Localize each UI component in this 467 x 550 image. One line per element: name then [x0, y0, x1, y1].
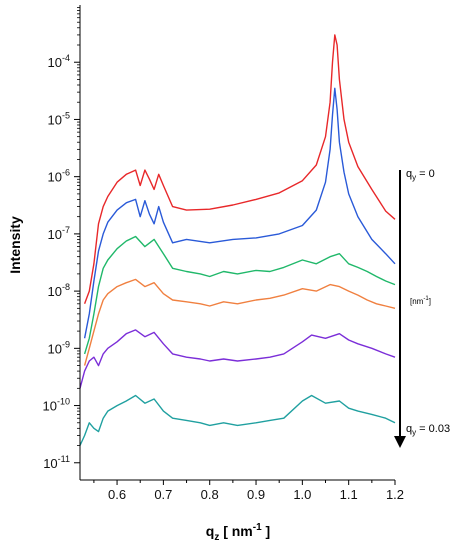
x-tick-label: 1.2: [386, 487, 404, 502]
series-line-1: [83, 34, 396, 305]
x-ticks: 0.6 0.7 0.8 0.9 1.0 1.1 1.2: [93, 480, 404, 502]
y-tick-label: 10-5: [48, 110, 70, 127]
annotation-qy-top: qy = 0: [406, 168, 435, 182]
annotation-qy-bottom: qy = 0.03: [406, 423, 450, 437]
qy-arrow-head: [394, 436, 406, 448]
x-tick-label: 0.7: [154, 487, 172, 502]
series-line-6: [79, 394, 396, 446]
y-tick-label: 10-9: [48, 339, 70, 356]
y-axis-title: Intensity: [7, 216, 23, 274]
x-axis-title: qz [ nm-1 ]: [206, 522, 270, 543]
series-line-2: [83, 87, 396, 339]
x-tick-label: 1.1: [340, 487, 358, 502]
series-line-4: [83, 278, 396, 366]
y-ticks: 10-11 10-10 10-9 10-8 10-7 10-6 10-5 10-4: [43, 7, 80, 471]
x-tick-label: 1.0: [293, 487, 311, 502]
y-tick-label: 10-11: [43, 454, 70, 471]
y-tick-label: 10-4: [48, 53, 70, 70]
series-layer: [79, 34, 396, 446]
y-tick-label: 10-8: [48, 282, 70, 299]
x-tick-label: 0.8: [201, 487, 219, 502]
x-tick-label: 0.9: [247, 487, 265, 502]
y-tick-label: 10-7: [48, 225, 70, 242]
y-tick-label: 10-6: [48, 168, 70, 185]
series-line-5: [79, 329, 396, 389]
annotation-unit: [nm-1]: [410, 296, 431, 306]
x-tick-label: 0.6: [108, 487, 126, 502]
y-tick-label: 10-10: [43, 397, 70, 414]
series-line-3: [83, 235, 396, 355]
